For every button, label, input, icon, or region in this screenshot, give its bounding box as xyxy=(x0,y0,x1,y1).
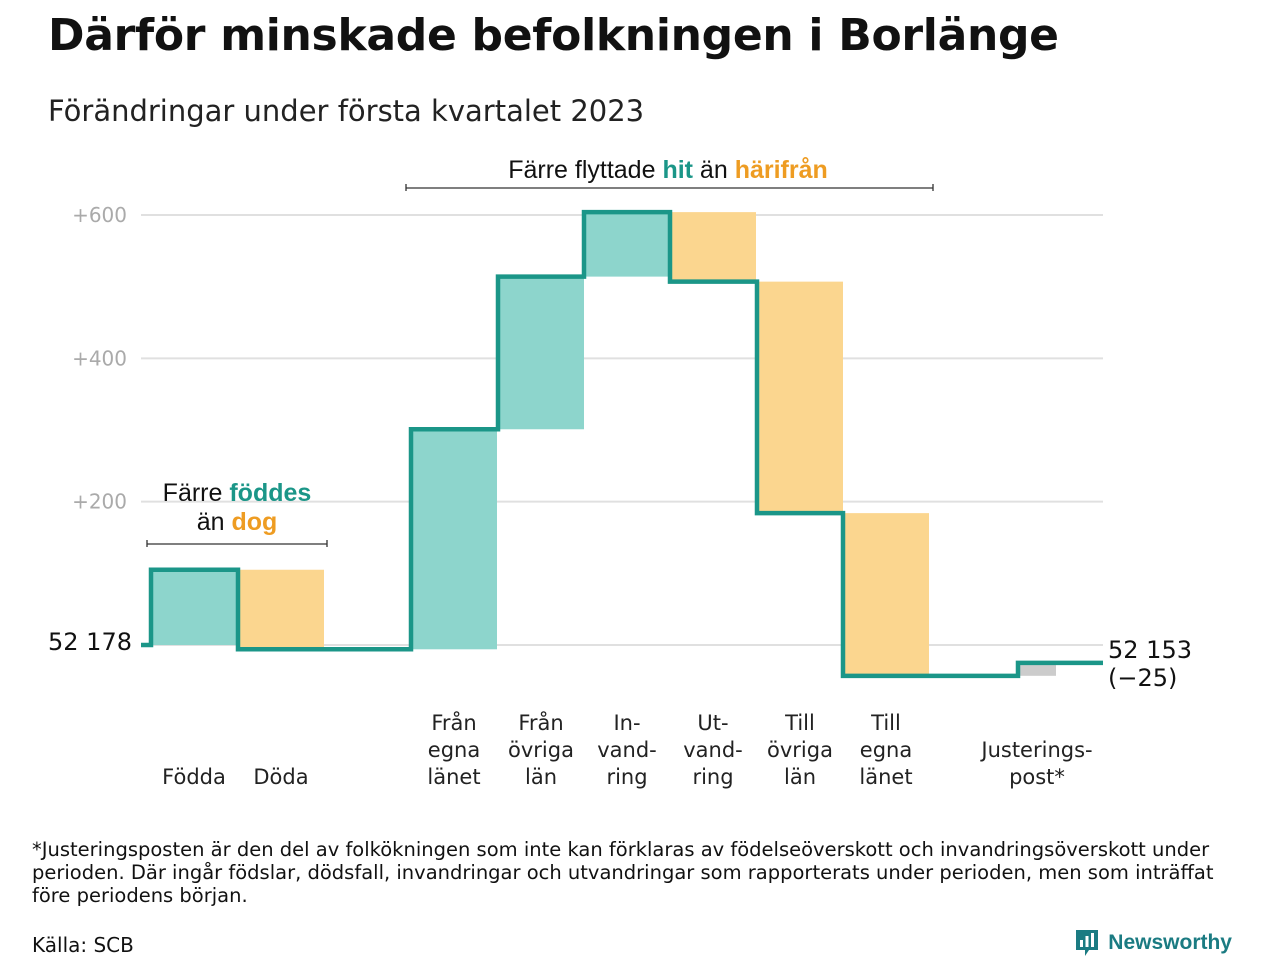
step-line xyxy=(141,209,1103,679)
annotation-natural-line1: Färre föddes xyxy=(163,479,312,507)
category-label: egna xyxy=(860,738,912,762)
annotation-natural-bracket xyxy=(146,540,328,547)
y-tick-label: +400 xyxy=(72,346,127,370)
category-label: ring xyxy=(606,765,647,789)
bar xyxy=(238,569,324,650)
category-label: post* xyxy=(1009,765,1065,789)
newsworthy-chart-icon xyxy=(1076,930,1099,956)
category-label: Döda xyxy=(253,765,308,789)
category-label: Justerings- xyxy=(979,738,1092,762)
footnote: *Justeringsposten är den del av folkökni… xyxy=(32,838,1214,907)
category-label: län xyxy=(784,765,816,789)
category-label: ring xyxy=(692,765,733,789)
bar xyxy=(757,281,843,514)
waterfall-chart: +200 +400 +600 Födda Döda Från egna länet Från ö… xyxy=(48,156,1192,789)
bar xyxy=(670,212,756,282)
y-tick-label: +200 xyxy=(72,490,127,514)
bar xyxy=(843,513,929,676)
category-label: Ut- xyxy=(697,711,728,735)
source-note: Källa: SCB xyxy=(32,933,134,957)
category-label: övriga xyxy=(767,738,833,762)
category-label: länet xyxy=(427,765,480,789)
category-label: övriga xyxy=(508,738,574,762)
category-label: län xyxy=(525,765,557,789)
annotation-migration-text: Färre flyttade hit än härifrån xyxy=(508,156,828,184)
end-value-label: 52 153 xyxy=(1108,636,1192,664)
start-value-label: 52 178 xyxy=(48,628,132,656)
bar xyxy=(411,429,497,650)
y-tick-label: +600 xyxy=(72,203,127,227)
category-label: vand- xyxy=(683,738,743,762)
category-label: länet xyxy=(859,765,912,789)
category-label: Från xyxy=(431,710,476,735)
brand-logo: Newsworthy xyxy=(1074,928,1232,958)
annotation-migration-bracket xyxy=(405,184,934,191)
category-label: egna xyxy=(428,738,480,762)
category-label: In- xyxy=(613,711,640,735)
category-label: Från xyxy=(518,710,563,735)
bar xyxy=(498,276,584,430)
category-label: vand- xyxy=(597,738,657,762)
category-labels: Födda Döda Från egna länet Från övriga län In-va… xyxy=(162,710,1092,789)
bar xyxy=(1018,662,1056,676)
bars xyxy=(151,212,1056,676)
page-title: Därför minskade befolkningen i Borlänge xyxy=(48,10,1059,61)
category-label: Till xyxy=(870,711,901,735)
bar xyxy=(151,569,237,645)
chart-subtitle: Förändringar under första kvartalet 2023 xyxy=(48,94,645,128)
bar xyxy=(584,212,670,277)
brand-name: Newsworthy xyxy=(1108,931,1232,954)
end-change-label: (−25) xyxy=(1108,664,1177,692)
annotation-natural-line2: än dog xyxy=(197,508,278,536)
category-label: Till xyxy=(784,711,815,735)
category-label: Födda xyxy=(162,765,226,789)
cumulative-step-line xyxy=(141,209,1103,679)
annotation-migration: Färre flyttade hit än härifrån xyxy=(405,156,934,191)
annotation-natural: Färre föddes än dog xyxy=(146,479,328,547)
